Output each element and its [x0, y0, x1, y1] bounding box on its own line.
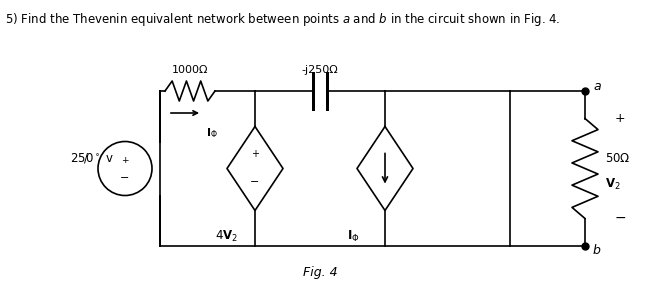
- Text: 50$\Omega$: 50$\Omega$: [605, 152, 631, 165]
- Text: +: +: [251, 150, 259, 159]
- Text: −: −: [250, 177, 259, 187]
- Text: −: −: [120, 173, 129, 184]
- Text: −: −: [614, 211, 626, 225]
- Text: 5) Find the Thevenin equivalent network between points $\it{a}$ and $\it{b}$ in : 5) Find the Thevenin equivalent network …: [5, 11, 560, 28]
- Text: +: +: [615, 113, 625, 125]
- Text: $\mathbf{I}_\Phi$: $\mathbf{I}_\Phi$: [206, 126, 218, 140]
- Text: 1000Ω: 1000Ω: [171, 65, 208, 75]
- Text: $\mathbf{I}_\Phi$: $\mathbf{I}_\Phi$: [347, 228, 359, 244]
- Text: -j250Ω: -j250Ω: [302, 65, 338, 75]
- Text: a: a: [593, 79, 600, 93]
- Text: Fig. 4: Fig. 4: [303, 266, 337, 279]
- Text: $\mathbf{V}_2$: $\mathbf{V}_2$: [605, 177, 620, 192]
- Text: +: +: [121, 156, 129, 165]
- Text: 25$\!/\!$0$^\circ$ v: 25$\!/\!$0$^\circ$ v: [70, 151, 114, 166]
- Text: b: b: [593, 244, 601, 258]
- Text: $4\mathbf{V}_2$: $4\mathbf{V}_2$: [215, 228, 239, 244]
